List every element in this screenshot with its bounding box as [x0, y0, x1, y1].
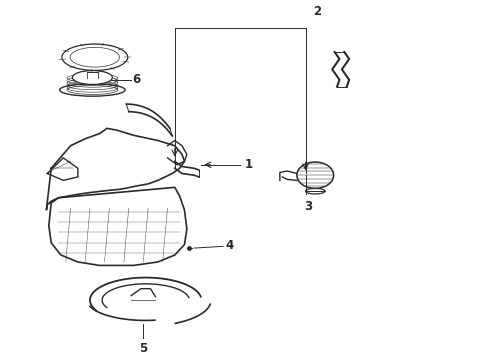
- Ellipse shape: [73, 71, 112, 85]
- Text: 4: 4: [225, 239, 234, 252]
- Text: 5: 5: [139, 342, 147, 355]
- Text: 6: 6: [133, 73, 141, 86]
- Text: 2: 2: [313, 5, 321, 18]
- Text: 1: 1: [245, 158, 253, 171]
- Text: 3: 3: [304, 199, 312, 212]
